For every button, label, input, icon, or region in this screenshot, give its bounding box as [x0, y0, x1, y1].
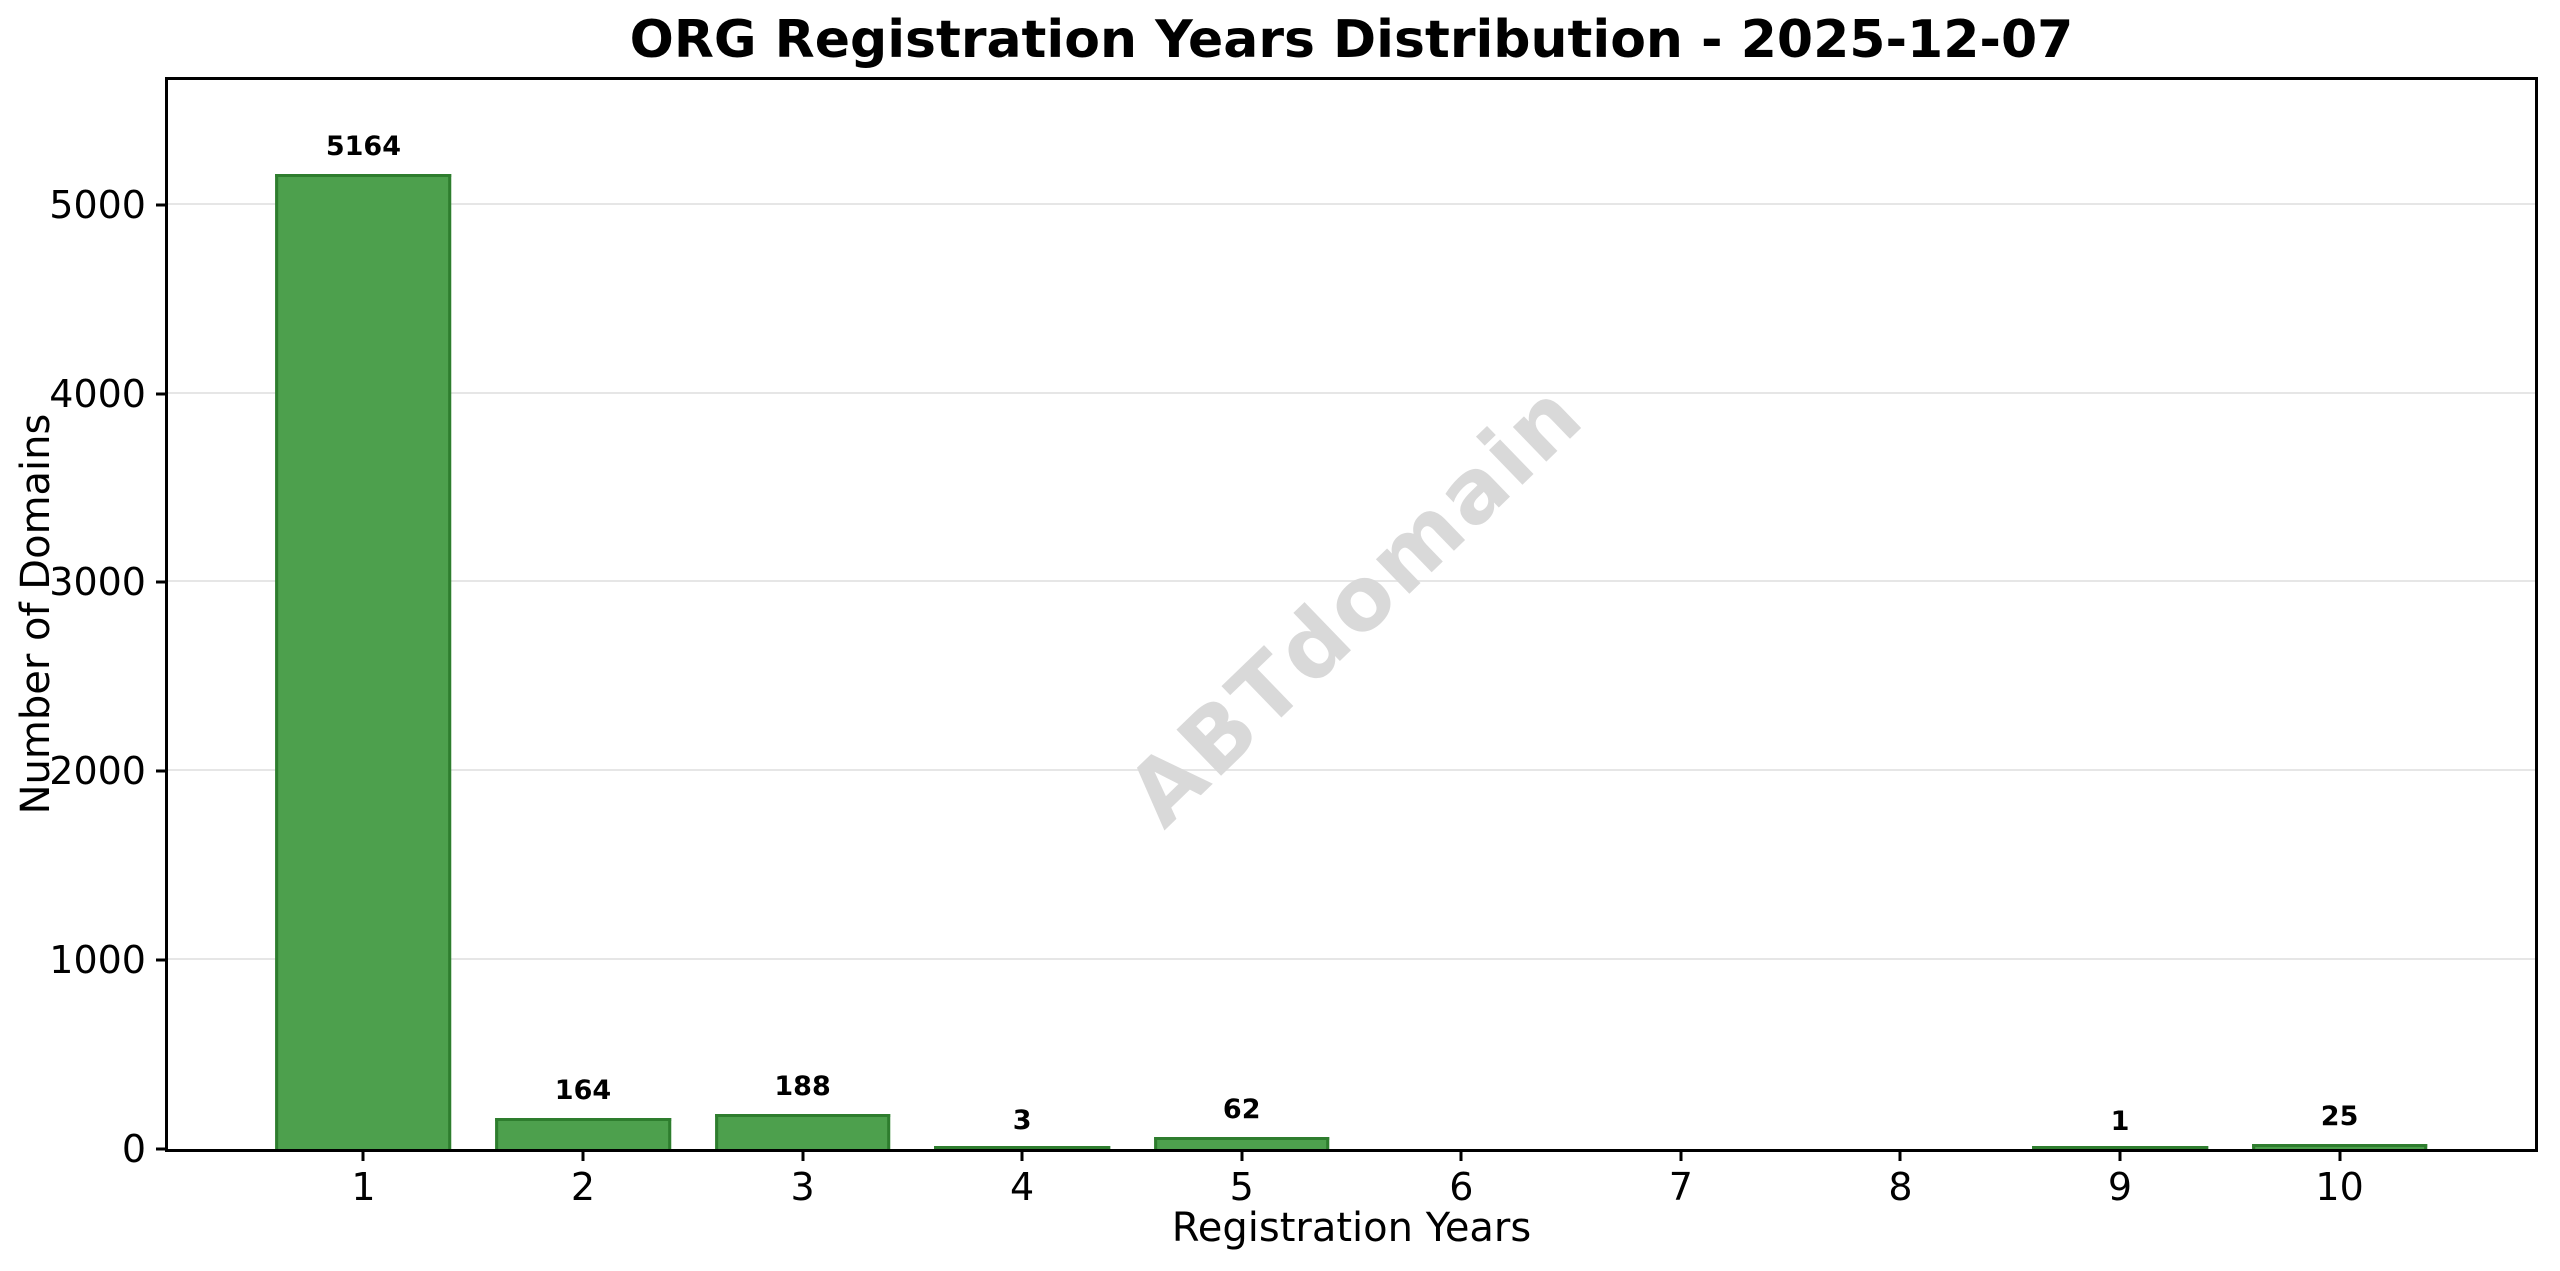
y-axis-title: Number of Domains: [13, 413, 59, 815]
bar: [275, 173, 452, 1149]
bar: [495, 1118, 671, 1149]
x-axis-title: Registration Years: [1171, 1205, 1532, 1251]
x-tick-label: 7: [1668, 1165, 1693, 1209]
x-tick-label: 6: [1449, 1165, 1474, 1209]
x-tick-label: 8: [1888, 1165, 1913, 1209]
bar-value-label: 3: [1012, 1105, 1032, 1137]
x-axis-tick: [1898, 1149, 1902, 1161]
gridline: [168, 202, 2535, 205]
y-tick-label: 2000: [49, 749, 146, 794]
x-tick-label: 3: [790, 1165, 815, 1209]
x-axis-tick: [1020, 1149, 1024, 1161]
x-axis-tick: [1240, 1149, 1244, 1161]
x-tick-label: 5: [1229, 1165, 1254, 1209]
x-tick-label: 9: [2107, 1165, 2133, 1209]
y-tick-label: 0: [121, 1127, 146, 1171]
bar: [2251, 1144, 2428, 1149]
x-axis-tick: [361, 1149, 365, 1161]
y-axis-tick: [156, 392, 168, 396]
bar-value-label: 25: [2320, 1101, 2359, 1133]
x-tick-label: 10: [2315, 1165, 2364, 1209]
x-axis-tick: [1679, 1149, 1683, 1161]
gridline: [168, 958, 2535, 961]
gridline: [168, 391, 2535, 394]
x-axis-tick: [2338, 1149, 2342, 1161]
bar-value-label: 164: [554, 1075, 612, 1107]
x-tick-label: 1: [351, 1165, 376, 1209]
y-axis-tick: [156, 769, 168, 773]
plot-area: ABTdomain 0 1000 2000 3000 4000 5000 5164 1 164 2…: [49, 77, 2538, 1209]
bar: [1153, 1137, 1330, 1149]
x-axis-tick: [1459, 1149, 1463, 1161]
bar: [714, 1113, 891, 1149]
x-axis-tick: [801, 1149, 805, 1161]
y-tick-label: 4000: [49, 371, 146, 416]
x-axis-tick: [2118, 1149, 2122, 1161]
x-tick-label: 2: [570, 1165, 596, 1209]
chart-title: ORG Registration Years Distribution - 20…: [629, 10, 2074, 70]
x-axis-tick: [581, 1149, 585, 1161]
y-tick-label: 3000: [49, 560, 146, 605]
y-axis-tick: [156, 958, 168, 962]
y-tick-label: 5000: [49, 182, 146, 227]
gridline: [168, 580, 2535, 583]
y-axis-tick: [156, 580, 168, 584]
bar: [2032, 1146, 2208, 1149]
gridline: [168, 769, 2535, 772]
bar-value-label: 62: [1222, 1094, 1261, 1126]
bar-value-label: 1: [2110, 1105, 2130, 1137]
y-tick-label: 1000: [49, 938, 146, 983]
bar-value-label: 5164: [325, 130, 401, 162]
bar-value-label: 188: [774, 1070, 831, 1102]
watermark-text: ABTdomain: [1107, 361, 1603, 846]
y-axis-tick: [156, 203, 168, 207]
y-axis-tick: [156, 1147, 168, 1151]
x-tick-label: 4: [1010, 1165, 1035, 1209]
bar: [934, 1146, 1110, 1149]
